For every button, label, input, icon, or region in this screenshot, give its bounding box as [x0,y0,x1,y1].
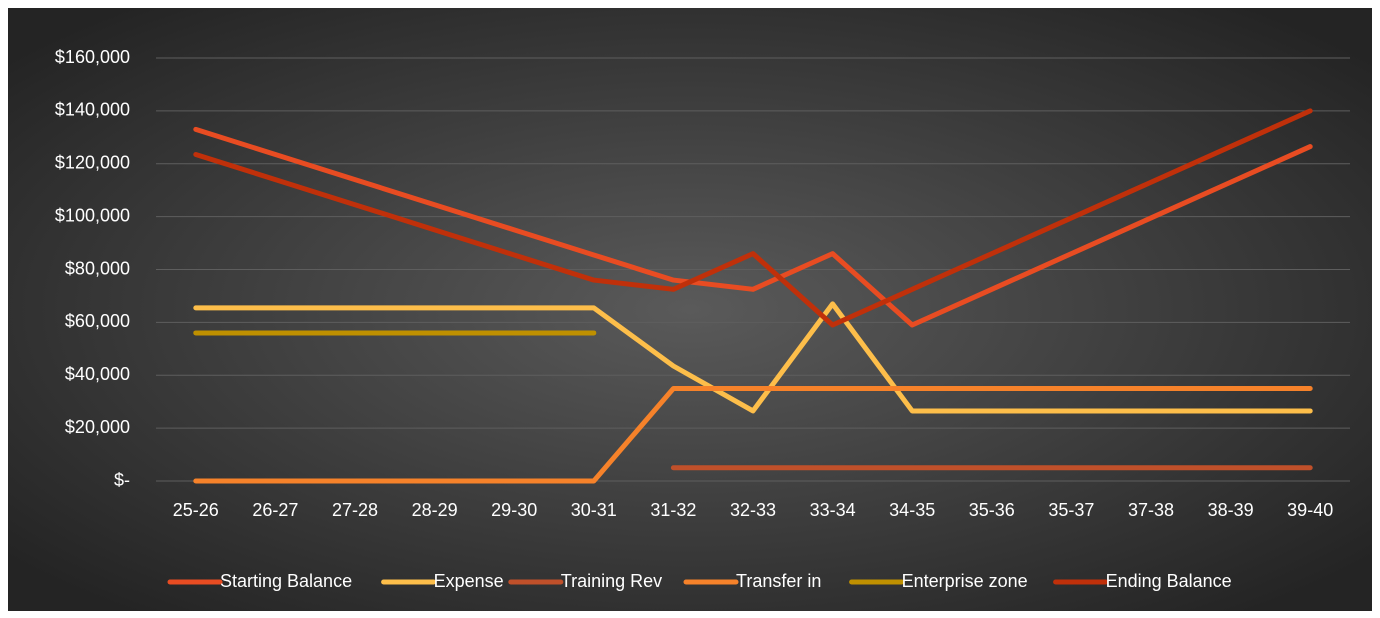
legend-label: Transfer in [736,571,821,591]
legend-label: Training Rev [561,571,662,591]
y-tick-label: $20,000 [65,417,130,437]
y-tick-label: $120,000 [55,153,130,173]
series-line [193,126,1313,328]
x-tick-label: 35-37 [1048,500,1094,520]
x-tick-label: 28-29 [412,500,458,520]
y-tick-label: $160,000 [55,47,130,67]
legend-label: Ending Balance [1106,571,1232,591]
x-tick-label: 33-34 [810,500,856,520]
x-tick-label: 37-38 [1128,500,1174,520]
series-line [193,385,1313,484]
y-tick-label: $- [114,470,130,490]
legend-label: Starting Balance [220,571,352,591]
y-tick-label: $140,000 [55,100,130,120]
y-tick-label: $60,000 [65,311,130,331]
y-tick-label: $80,000 [65,258,130,278]
y-tick-label: $40,000 [65,364,130,384]
series-line [193,301,1313,414]
x-tick-label: 39-40 [1287,500,1333,520]
legend-label: Expense [434,571,504,591]
series-line [193,108,1313,328]
x-tick-label: 25-26 [173,500,219,520]
legend-label: Enterprise zone [902,571,1028,591]
x-tick-label: 30-31 [571,500,617,520]
x-tick-label: 38-39 [1208,500,1254,520]
y-tick-label: $100,000 [55,205,130,225]
x-tick-label: 34-35 [889,500,935,520]
x-tick-label: 27-28 [332,500,378,520]
x-tick-label: 32-33 [730,500,776,520]
x-tick-label: 29-30 [491,500,537,520]
x-tick-label: 31-32 [650,500,696,520]
x-tick-label: 35-36 [969,500,1015,520]
x-tick-label: 26-27 [252,500,298,520]
